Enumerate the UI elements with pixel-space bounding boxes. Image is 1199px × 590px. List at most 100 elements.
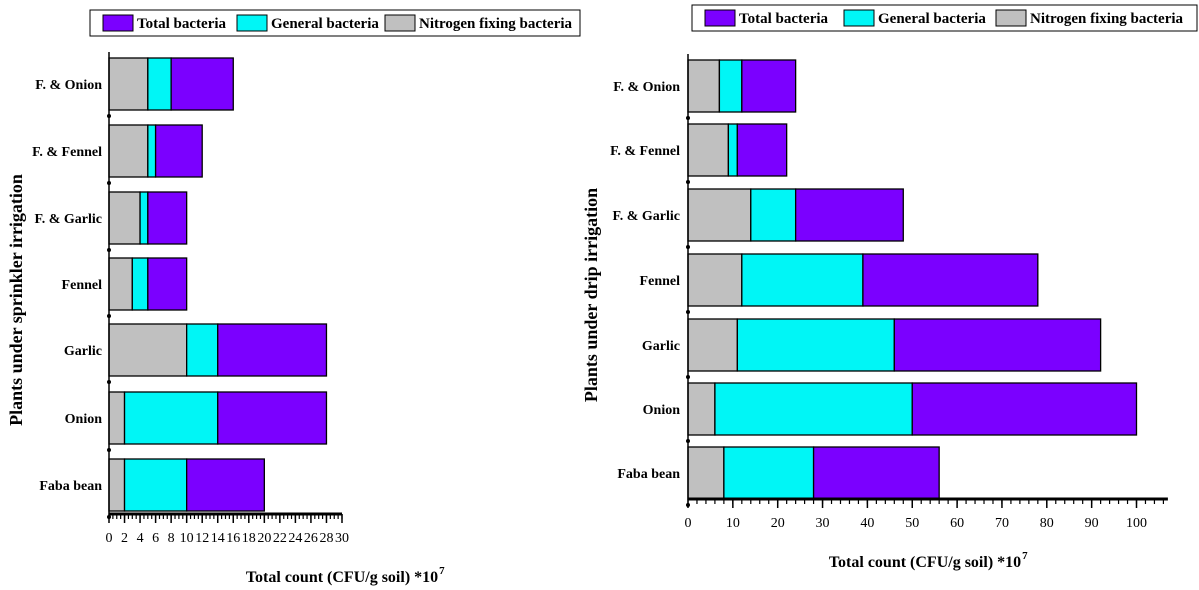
bar-fennel-nitrogen [687,253,743,307]
x-tick-label: 0 [685,516,692,531]
bar-onion-total [911,382,1138,436]
x-tick-label: 28 [319,531,333,546]
x-tick-label: 4 [137,531,144,546]
bar-f-garlic-total [147,191,188,245]
bar-garlic-total [217,323,328,377]
legend-swatch-total [704,9,736,27]
bar-f-garlic-nitrogen [687,188,752,242]
bar-faba-bean-total [812,446,940,500]
x-tick-label: 24 [288,531,302,546]
x-tick-label: 100 [1126,516,1147,531]
x-tick-label: 6 [152,531,159,546]
category-label-garlic: Garlic [64,344,102,359]
bar-fennel-nitrogen [108,257,133,311]
legend-label-nitrogen: Nitrogen fixing bacteria [419,16,573,32]
bar-f-fennel-total [736,123,788,177]
x-tick-label: 20 [771,516,785,531]
bar-f-onion-nitrogen [108,57,149,111]
category-label-faba-bean: Faba bean [617,467,680,482]
legend-box [691,4,1198,32]
bar-faba-bean-general [723,446,815,500]
legend-swatch-total [102,14,134,32]
bar-garlic-general [736,318,895,372]
category-label-f-onion: F. & Onion [613,80,680,95]
legend-label-total: Total bacteria [137,16,227,32]
bar-fennel-total [862,253,1039,307]
bar-faba-bean-nitrogen [108,458,126,512]
x-tick-label: 30 [816,516,830,531]
category-label-f-onion: F. & Onion [35,78,102,93]
bar-onion-general [123,391,219,445]
legend-label-nitrogen: Nitrogen fixing bacteria [1030,11,1184,27]
x-axis-label-exponent: 7 [439,565,445,577]
bar-f-onion-total [741,59,797,113]
bar-f-garlic-nitrogen [108,191,141,245]
x-tick-label: 2 [121,531,128,546]
x-tick-label: 70 [995,516,1009,531]
legend-label-general: General bacteria [271,16,379,32]
bar-onion-nitrogen [687,382,716,436]
bar-f-onion-total [170,57,234,111]
category-label-f-garlic: F. & Garlic [34,212,102,227]
bar-f-fennel-nitrogen [108,124,149,178]
legend-label-total: Total bacteria [739,11,829,27]
x-tick-label: 14 [211,531,225,546]
bar-onion-general [714,382,913,436]
legend-swatch-nitrogen [995,9,1027,27]
legend: Total bacteria General bacteria Nitrogen f… [89,9,581,37]
bar-f-fennel-general [147,124,157,178]
x-axis-label: Total count (CFU/g soil) *10 [246,569,438,586]
x-tick-label: 26 [304,531,318,546]
bar-f-onion-nitrogen [687,59,721,113]
bar-garlic-general [186,323,219,377]
x-tick-label: 8 [168,531,175,546]
x-axis-label-exponent: 7 [1022,550,1028,562]
bar-onion-nitrogen [108,391,126,445]
y-axis-label: Plants under sprinkler irrigation [6,174,26,426]
bar-f-onion-general [147,57,172,111]
x-tick-label: 16 [226,531,240,546]
legend-swatch-general [843,9,875,27]
category-label-f-fennel: F. & Fennel [610,144,680,159]
category-label-fennel: Fennel [640,274,681,289]
bar-f-fennel-nitrogen [687,123,730,177]
chart-1: Total bacteria General bacteria Nitrogen f… [6,9,581,586]
category-label-fennel: Fennel [62,278,103,293]
legend-box [89,9,581,37]
y-axis-label: Plants under drip irrigation [581,188,601,402]
category-label-onion: Onion [643,403,681,418]
bar-onion-total [217,391,328,445]
category-label-f-fennel: F. & Fennel [32,145,102,160]
bar-garlic-nitrogen [687,318,738,372]
legend: Total bacteria General bacteria Nitrogen f… [691,4,1198,32]
category-label-garlic: Garlic [642,339,680,354]
x-tick-label: 30 [335,531,349,546]
x-tick-label: 40 [860,516,874,531]
bar-fennel-total [147,257,188,311]
x-tick-label: 60 [950,516,964,531]
bar-f-garlic-total [794,188,904,242]
bar-f-fennel-total [154,124,203,178]
bar-f-garlic-general [750,188,797,242]
bar-faba-bean-nitrogen [687,446,725,500]
x-tick-label: 50 [905,516,919,531]
x-axis-label: Total count (CFU/g soil) *10 [829,554,1021,571]
x-tick-label: 10 [180,531,194,546]
x-tick-label: 10 [726,516,740,531]
bar-faba-bean-general [123,458,188,512]
x-tick-label: 90 [1085,516,1099,531]
bar-garlic-nitrogen [108,323,188,377]
bar-f-onion-general [718,59,743,113]
bar-fennel-general [741,253,864,307]
x-tick-label: 20 [257,531,271,546]
legend-swatch-nitrogen [384,14,416,32]
bar-f-fennel-general [727,123,738,177]
bar-f-garlic-general [139,191,149,245]
x-tick-label: 0 [106,531,113,546]
chart-2: Total bacteria General bacteria Nitrogen f… [581,4,1198,571]
x-tick-label: 18 [242,531,256,546]
legend-swatch-general [236,14,268,32]
category-label-f-garlic: F. & Garlic [612,209,680,224]
bar-garlic-total [893,318,1102,372]
